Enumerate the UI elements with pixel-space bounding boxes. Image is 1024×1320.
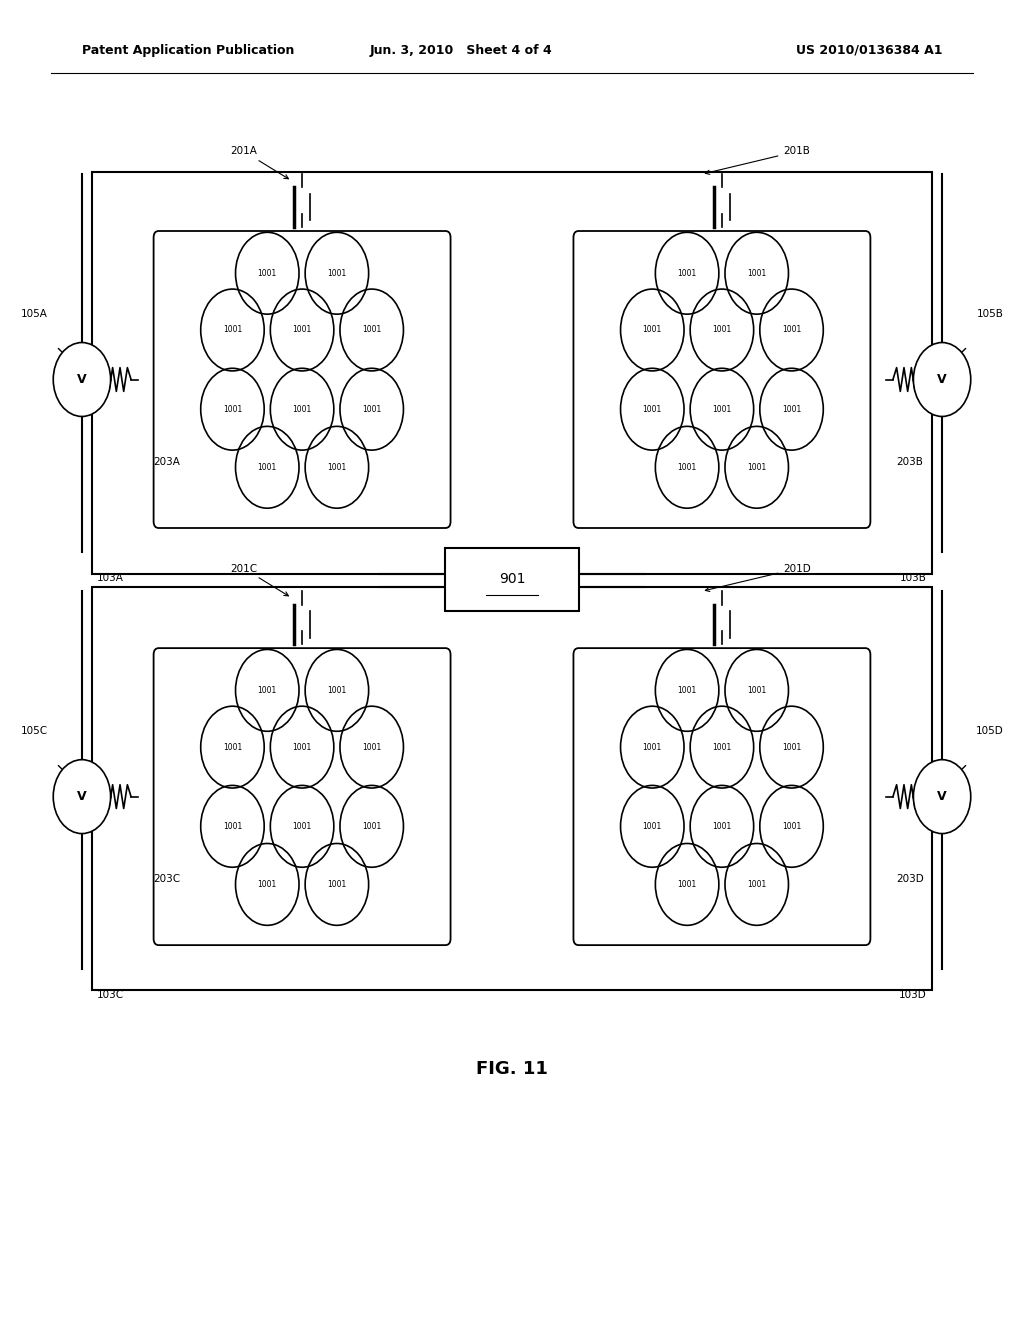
Text: 1001: 1001 bbox=[362, 743, 381, 751]
Text: 1001: 1001 bbox=[293, 326, 311, 334]
Text: Patent Application Publication: Patent Application Publication bbox=[82, 44, 294, 57]
Text: 1001: 1001 bbox=[223, 405, 242, 413]
Text: 1001: 1001 bbox=[328, 880, 346, 888]
Text: V: V bbox=[77, 791, 87, 803]
Text: 1001: 1001 bbox=[713, 743, 731, 751]
Text: 1001: 1001 bbox=[643, 743, 662, 751]
Text: 201A: 201A bbox=[230, 147, 289, 178]
Text: 203B: 203B bbox=[896, 457, 923, 467]
Text: 1001: 1001 bbox=[223, 743, 242, 751]
Text: 103A: 103A bbox=[97, 573, 124, 583]
Text: 1001: 1001 bbox=[258, 880, 276, 888]
Text: 1001: 1001 bbox=[748, 880, 766, 888]
Text: 1001: 1001 bbox=[643, 822, 662, 830]
Text: 1001: 1001 bbox=[713, 822, 731, 830]
Circle shape bbox=[913, 343, 971, 417]
Text: 1001: 1001 bbox=[782, 822, 801, 830]
Text: 201D: 201D bbox=[706, 564, 811, 591]
Text: 1001: 1001 bbox=[362, 405, 381, 413]
Text: 103D: 103D bbox=[899, 990, 927, 1001]
Text: 1001: 1001 bbox=[643, 405, 662, 413]
Circle shape bbox=[53, 343, 111, 417]
Text: 203C: 203C bbox=[154, 874, 180, 884]
Text: 1001: 1001 bbox=[678, 463, 696, 471]
Text: 1001: 1001 bbox=[328, 686, 346, 694]
Text: 1001: 1001 bbox=[223, 326, 242, 334]
FancyBboxPatch shape bbox=[445, 548, 579, 611]
Text: US 2010/0136384 A1: US 2010/0136384 A1 bbox=[796, 44, 942, 57]
Text: V: V bbox=[937, 374, 947, 385]
Text: 1001: 1001 bbox=[643, 326, 662, 334]
Text: 1001: 1001 bbox=[328, 269, 346, 277]
Text: 1001: 1001 bbox=[678, 269, 696, 277]
Text: V: V bbox=[77, 374, 87, 385]
Circle shape bbox=[913, 759, 971, 834]
Text: 1001: 1001 bbox=[258, 463, 276, 471]
Text: 901: 901 bbox=[499, 573, 525, 586]
Text: 1001: 1001 bbox=[713, 405, 731, 413]
Text: FIG. 11: FIG. 11 bbox=[476, 1060, 548, 1078]
Text: 1001: 1001 bbox=[678, 686, 696, 694]
Text: 1001: 1001 bbox=[258, 269, 276, 277]
Text: 105D: 105D bbox=[976, 726, 1004, 735]
Text: 1001: 1001 bbox=[713, 326, 731, 334]
Text: 1001: 1001 bbox=[293, 743, 311, 751]
Text: 1001: 1001 bbox=[748, 463, 766, 471]
Text: 103B: 103B bbox=[900, 573, 927, 583]
Text: 1001: 1001 bbox=[782, 743, 801, 751]
Text: 105A: 105A bbox=[20, 309, 47, 318]
Text: 1001: 1001 bbox=[258, 686, 276, 694]
Text: 1001: 1001 bbox=[362, 326, 381, 334]
Text: 1001: 1001 bbox=[678, 880, 696, 888]
Text: 105B: 105B bbox=[977, 309, 1004, 318]
Text: 1001: 1001 bbox=[362, 822, 381, 830]
Text: 1001: 1001 bbox=[293, 405, 311, 413]
Text: V: V bbox=[937, 791, 947, 803]
Text: 1001: 1001 bbox=[328, 463, 346, 471]
Text: 1001: 1001 bbox=[782, 405, 801, 413]
Text: 201C: 201C bbox=[230, 564, 289, 595]
Circle shape bbox=[53, 759, 111, 834]
Text: 203A: 203A bbox=[154, 457, 180, 467]
Text: 103C: 103C bbox=[97, 990, 124, 1001]
Text: 105C: 105C bbox=[20, 726, 47, 735]
Text: 1001: 1001 bbox=[223, 822, 242, 830]
Text: 1001: 1001 bbox=[748, 686, 766, 694]
Text: 1001: 1001 bbox=[293, 822, 311, 830]
Text: 201B: 201B bbox=[706, 147, 810, 174]
Text: Jun. 3, 2010   Sheet 4 of 4: Jun. 3, 2010 Sheet 4 of 4 bbox=[370, 44, 552, 57]
Text: 203D: 203D bbox=[896, 874, 924, 884]
Text: 1001: 1001 bbox=[748, 269, 766, 277]
Text: 1001: 1001 bbox=[782, 326, 801, 334]
